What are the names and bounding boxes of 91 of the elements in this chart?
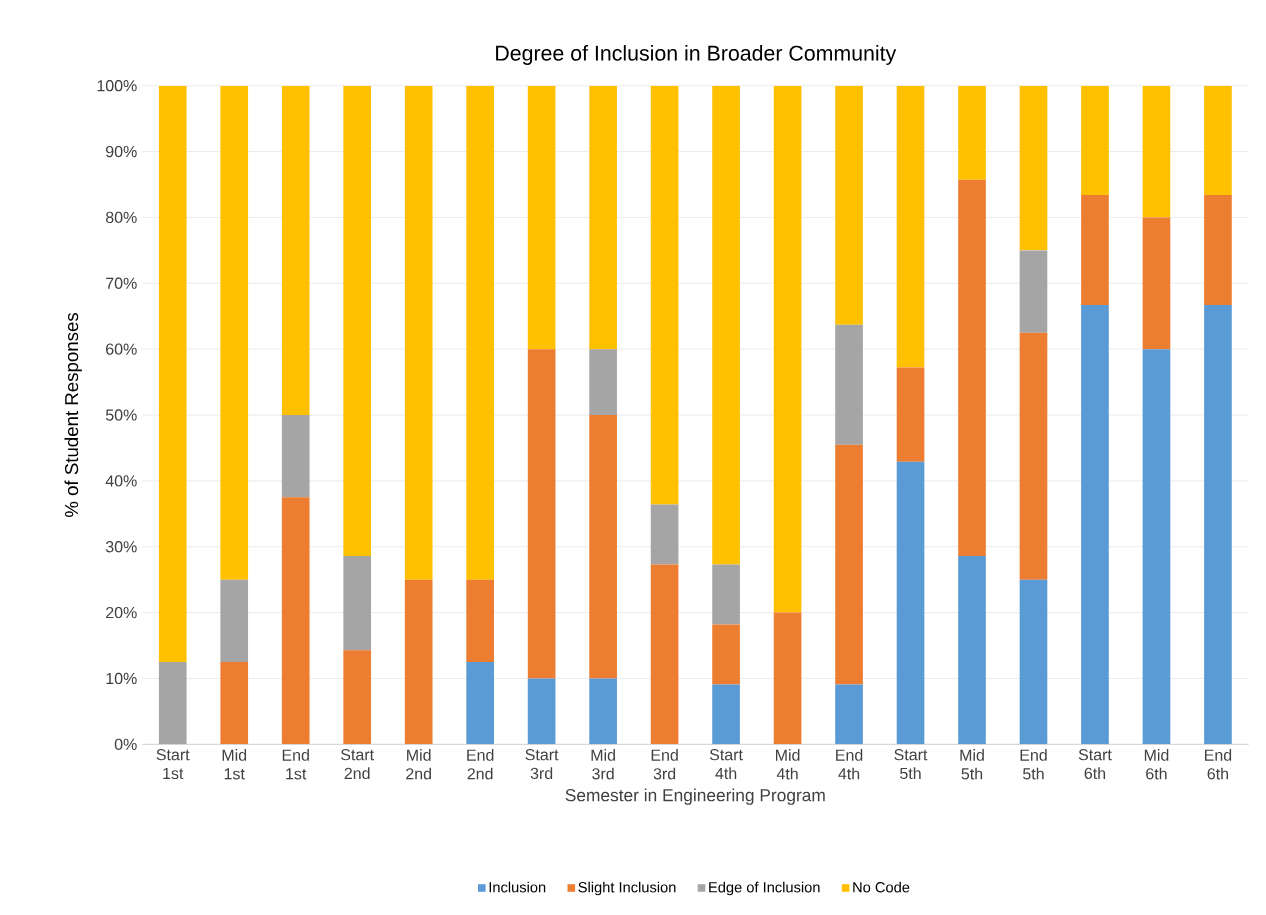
x-tick-label: End 5th [1020, 749, 1047, 780]
bar [1019, 579, 1048, 745]
bar [650, 504, 679, 565]
x-tick-label: End 3rd [651, 749, 678, 780]
y-tick-label: 50% [105, 409, 137, 421]
bar [220, 579, 249, 662]
y-tick-label: 90% [106, 145, 137, 158]
bar [404, 85, 433, 580]
bar [466, 579, 494, 662]
x-tick-label: End 4th [836, 749, 863, 780]
bar [281, 85, 310, 415]
bar [281, 497, 310, 745]
bar [589, 85, 617, 350]
bar [1019, 332, 1048, 580]
bar [1142, 217, 1171, 350]
y-tick-label: 10% [106, 672, 137, 685]
bar [220, 85, 249, 580]
x-tick-label: Start 5th [894, 749, 928, 780]
bar [527, 678, 556, 745]
bar [1081, 85, 1109, 196]
bar [343, 85, 372, 556]
y-tick-label: 0% [114, 738, 137, 750]
bar [835, 684, 863, 745]
bar [158, 662, 187, 745]
bar [835, 85, 863, 325]
bar [650, 85, 679, 505]
bar [835, 324, 863, 445]
x-tick-label: End 2nd [467, 749, 494, 780]
legend-label: Edge of Inclusion [709, 881, 820, 896]
x-tick-label: Start 2nd [341, 749, 374, 780]
bar [712, 624, 740, 685]
bar [1204, 195, 1232, 305]
bar [1204, 85, 1232, 196]
bar [1081, 305, 1109, 745]
legend-label: Slight Inclusion [578, 881, 676, 896]
x-tick-label: Mid 1st [222, 749, 247, 780]
x-tick-label: Mid 3rd [591, 749, 615, 780]
x-tick-label: Mid 4th [775, 749, 800, 780]
bar [1019, 85, 1048, 251]
legend-label: Inclusion [489, 881, 546, 893]
x-axis-title: Semester in Engineering Program [565, 788, 825, 805]
bar [466, 662, 494, 745]
y-tick-label: 100% [97, 80, 137, 92]
bar [773, 85, 802, 613]
bar [958, 85, 986, 180]
bar [896, 85, 925, 368]
bar [589, 415, 617, 679]
bar [1142, 349, 1171, 745]
x-tick-label: End 6th [1205, 749, 1232, 780]
y-tick-label: 20% [106, 606, 137, 619]
bar [404, 579, 433, 745]
x-tick-label: Start 6th [1078, 749, 1112, 780]
x-tick-label: Mid 6th [1144, 749, 1169, 780]
bar [281, 415, 310, 498]
x-tick-label: Start 1st [156, 749, 190, 780]
x-tick-label: End 1st [282, 749, 309, 780]
bar [343, 650, 372, 745]
chart-title: Degree of Inclusion in Broader Community [496, 45, 897, 65]
bar [589, 678, 617, 745]
bar [1019, 250, 1048, 333]
bar [773, 612, 802, 745]
bar [712, 684, 740, 745]
bar [589, 349, 617, 415]
bar [896, 367, 925, 462]
x-tick-label: Mid 5th [960, 749, 984, 780]
bar [650, 564, 679, 745]
bar [1081, 195, 1109, 305]
bar [712, 564, 740, 625]
y-tick-label: 40% [105, 475, 137, 487]
bar [958, 179, 986, 556]
y-tick-label: 70% [106, 277, 137, 289]
y-tick-label: 60% [106, 343, 137, 355]
bar [1204, 305, 1232, 745]
y-tick-label: 80% [105, 211, 137, 224]
bar [958, 555, 986, 745]
bar [835, 444, 863, 685]
y-axis-title: % of Student Responses [64, 312, 82, 518]
bar [527, 349, 556, 679]
x-tick-label: Start 3rd [525, 749, 559, 780]
x-tick-label: Start 4th [709, 749, 743, 780]
bar [1142, 85, 1171, 218]
bar [896, 461, 925, 745]
legend-label: No Code [853, 881, 910, 893]
bar [527, 85, 556, 350]
y-tick-label: 30% [105, 541, 137, 553]
bar [343, 555, 372, 651]
bar [466, 85, 494, 580]
bar [158, 85, 187, 662]
bar [220, 662, 249, 745]
x-tick-label: Mid 2nd [406, 749, 431, 780]
bar [712, 85, 740, 565]
